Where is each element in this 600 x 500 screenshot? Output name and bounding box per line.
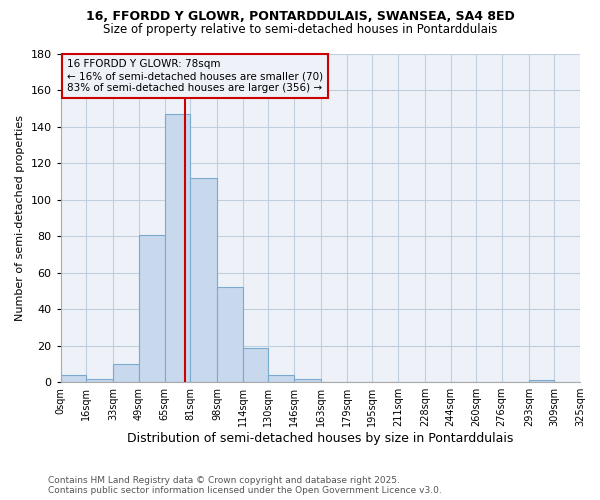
Text: 16, FFORDD Y GLOWR, PONTARDDULAIS, SWANSEA, SA4 8ED: 16, FFORDD Y GLOWR, PONTARDDULAIS, SWANS… bbox=[86, 10, 514, 23]
Y-axis label: Number of semi-detached properties: Number of semi-detached properties bbox=[15, 115, 25, 321]
Bar bbox=[294, 378, 321, 382]
Bar bbox=[139, 234, 164, 382]
Bar bbox=[190, 178, 217, 382]
Bar bbox=[217, 288, 243, 382]
Bar bbox=[529, 380, 554, 382]
Bar bbox=[243, 348, 268, 382]
Text: 16 FFORDD Y GLOWR: 78sqm
← 16% of semi-detached houses are smaller (70)
83% of s: 16 FFORDD Y GLOWR: 78sqm ← 16% of semi-d… bbox=[67, 60, 323, 92]
Bar bbox=[164, 114, 190, 382]
Text: Size of property relative to semi-detached houses in Pontarddulais: Size of property relative to semi-detach… bbox=[103, 22, 497, 36]
Bar bbox=[86, 378, 113, 382]
Bar bbox=[113, 364, 139, 382]
X-axis label: Distribution of semi-detached houses by size in Pontarddulais: Distribution of semi-detached houses by … bbox=[127, 432, 514, 445]
Text: Contains HM Land Registry data © Crown copyright and database right 2025.
Contai: Contains HM Land Registry data © Crown c… bbox=[48, 476, 442, 495]
Bar bbox=[61, 375, 86, 382]
Bar bbox=[268, 375, 294, 382]
